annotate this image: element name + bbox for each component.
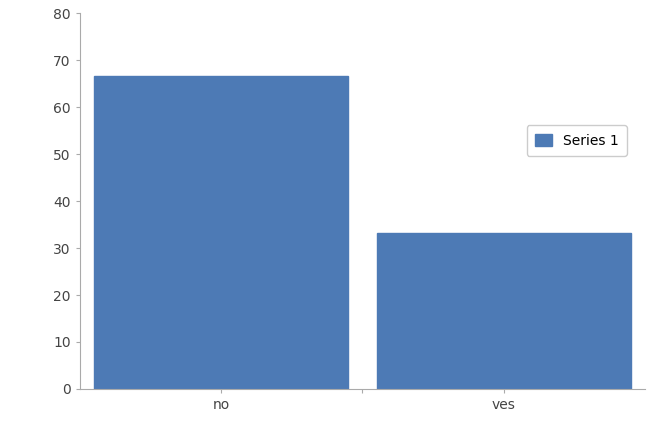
Legend: Series 1: Series 1 [527,126,627,156]
Bar [94,76,348,389]
Bar [376,232,631,389]
